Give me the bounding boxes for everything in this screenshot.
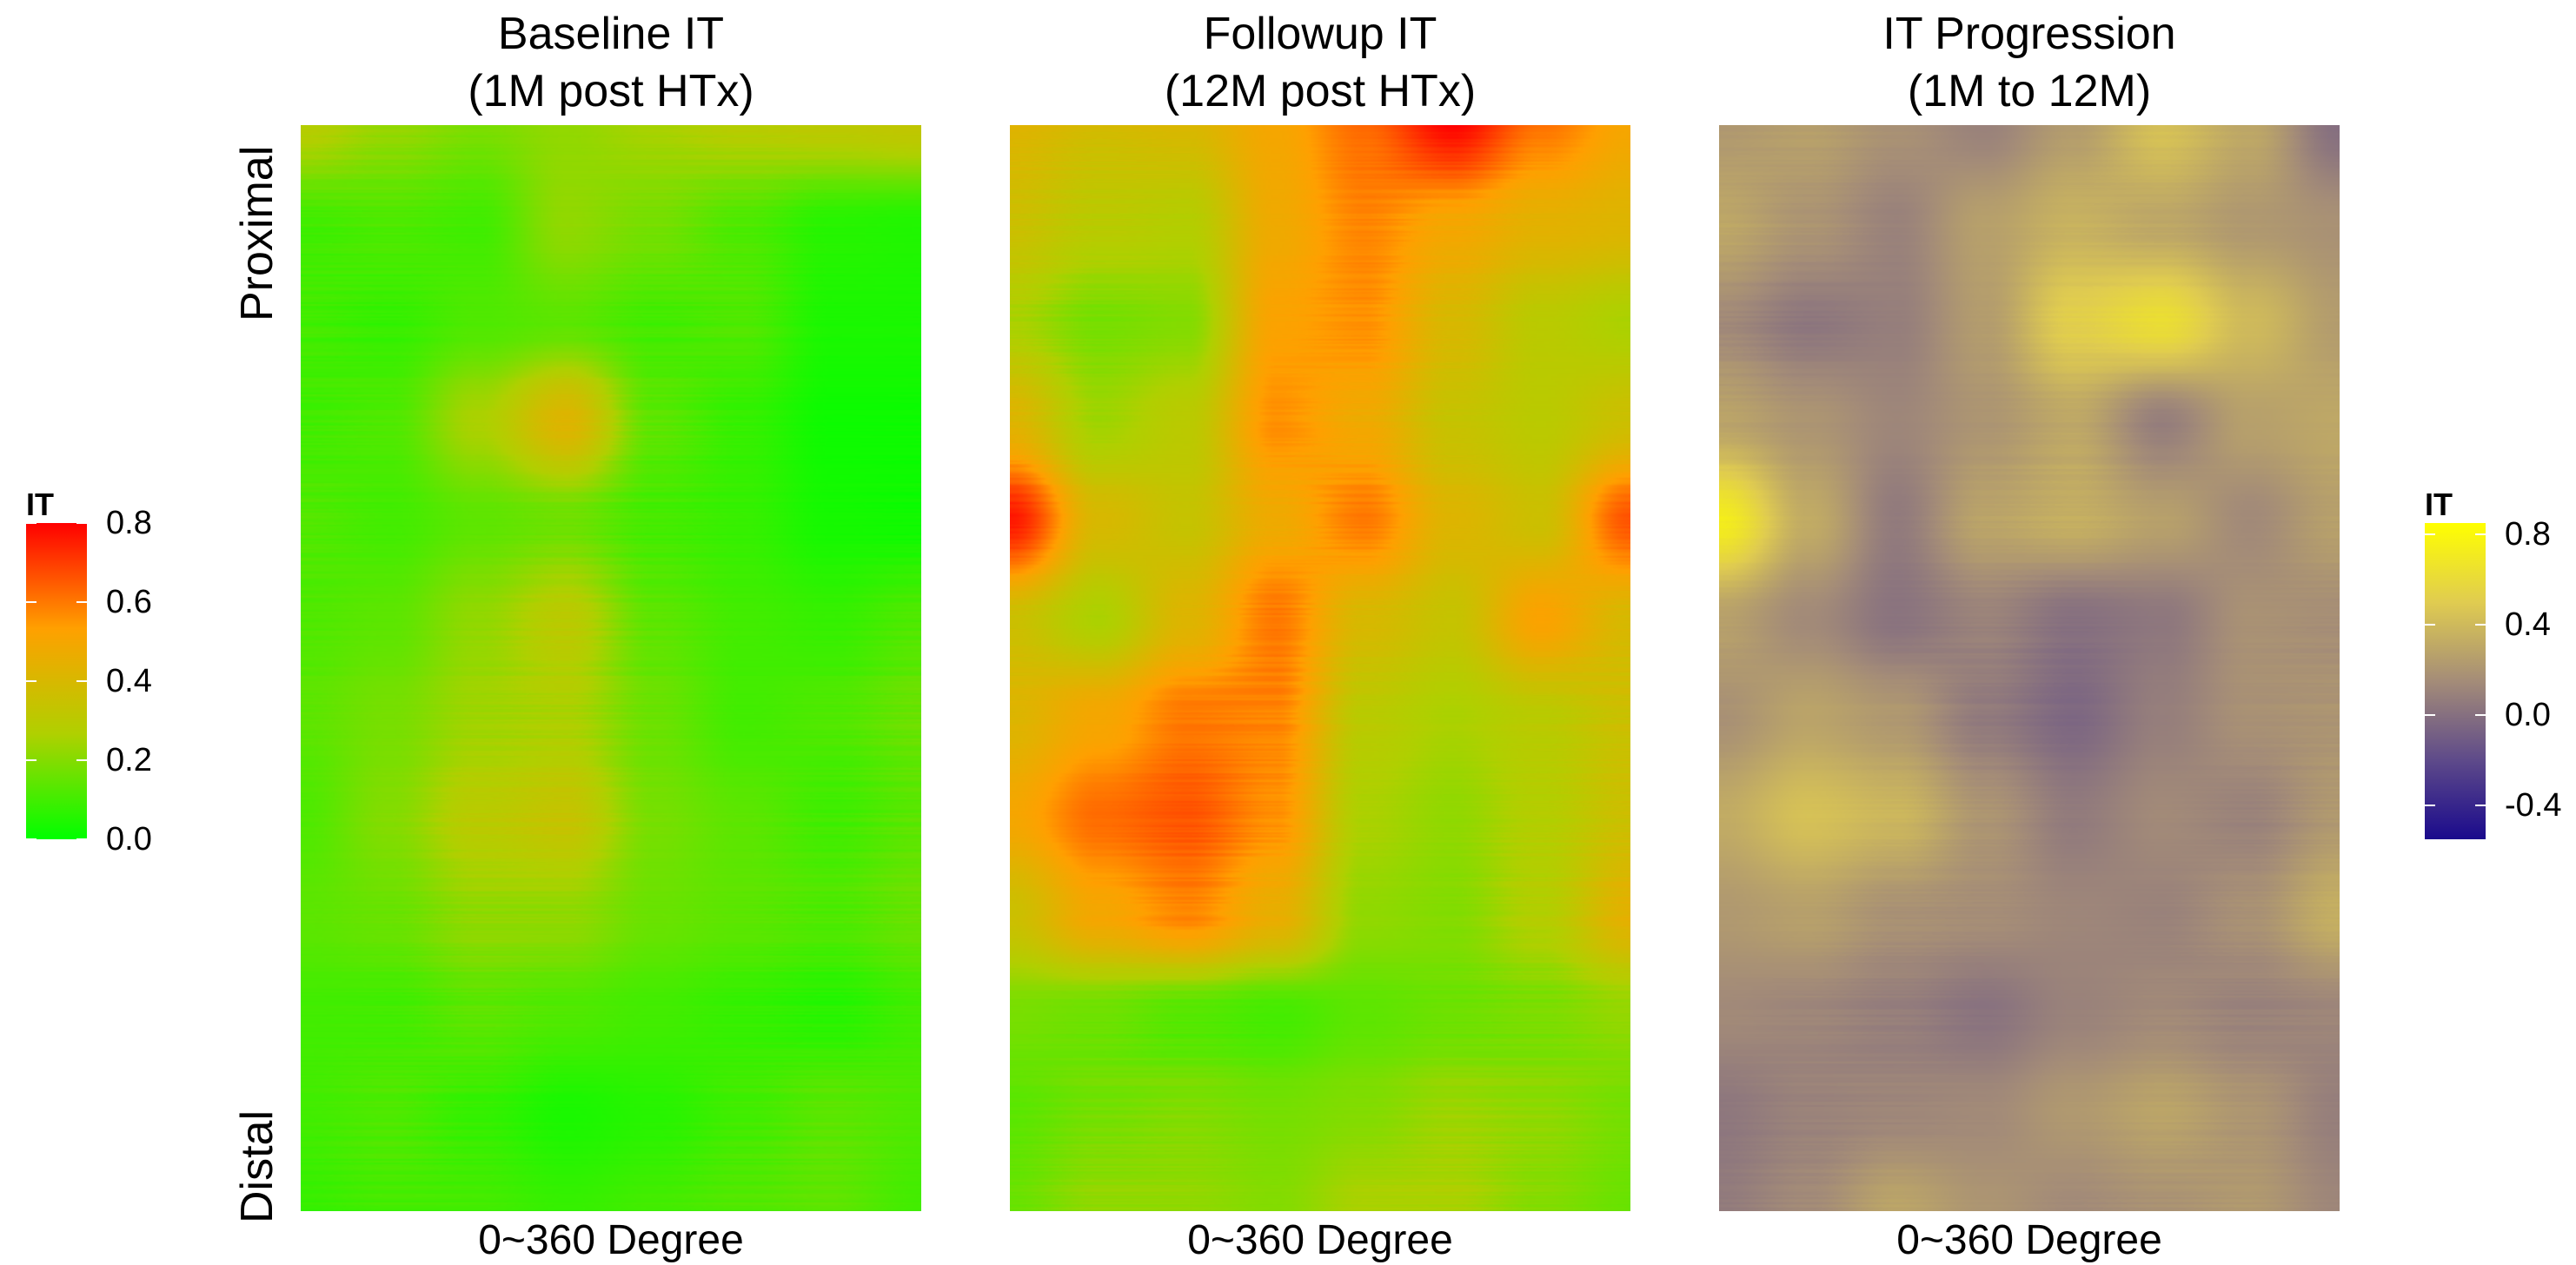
panel-title-line-1: IT Progression	[1882, 9, 2176, 59]
heatmap-followup	[1010, 125, 1630, 1211]
panel-title-line-2: (12M post HTx)	[1164, 66, 1477, 116]
legend-tick-label: 0.0	[106, 821, 152, 858]
x-axis-label-baseline: 0~360 Degree	[478, 1217, 744, 1263]
panel-title-baseline: Baseline IT (1M post HTx)	[281, 5, 941, 120]
legend-tick-label: 0.2	[106, 742, 152, 778]
heatmap-panel-baseline	[301, 125, 921, 1211]
legend-tick-label: 0.0	[2505, 697, 2551, 733]
x-axis-label-progression: 0~360 Degree	[1896, 1217, 2162, 1263]
heatmap-progression	[1719, 125, 2340, 1211]
legend-tick-label: 0.4	[2505, 606, 2551, 643]
legend-tick-label: 0.6	[106, 584, 152, 620]
panel-title-line-1: Followup IT	[1203, 9, 1437, 59]
legend-title: IT	[2425, 487, 2453, 522]
legend-tick-label: 0.8	[106, 505, 152, 541]
legend-tick-label: -0.4	[2505, 787, 2562, 824]
legend-title: IT	[26, 487, 54, 522]
panel-title-progression: IT Progression (1M to 12M)	[1699, 5, 2360, 120]
heatmap-panel-followup	[1010, 125, 1630, 1211]
legend-tick-label: 0.8	[2505, 516, 2551, 553]
panel-title-line-2: (1M to 12M)	[1907, 66, 2152, 116]
heatmap-panel-progression	[1719, 125, 2340, 1211]
heatmap-baseline	[301, 125, 921, 1211]
y-axis-label-distal: Distal	[232, 1109, 282, 1223]
x-axis-label-followup: 0~360 Degree	[1187, 1217, 1453, 1263]
panel-title-followup: Followup IT (12M post HTx)	[990, 5, 1650, 120]
legend-colorbar	[2425, 523, 2486, 839]
legend-tick-label: 0.4	[106, 663, 152, 699]
panel-title-line-1: Baseline IT	[497, 9, 725, 59]
legend-green-red: IT 0.8 0.6 0.4 0.2 0.0	[26, 487, 200, 856]
legend-purple-yellow: IT 0.8 0.4 0.0 -0.4	[2425, 487, 2573, 851]
panel-title-line-2: (1M post HTx)	[468, 66, 754, 116]
y-axis-label-proximal: Proximal	[232, 145, 282, 321]
